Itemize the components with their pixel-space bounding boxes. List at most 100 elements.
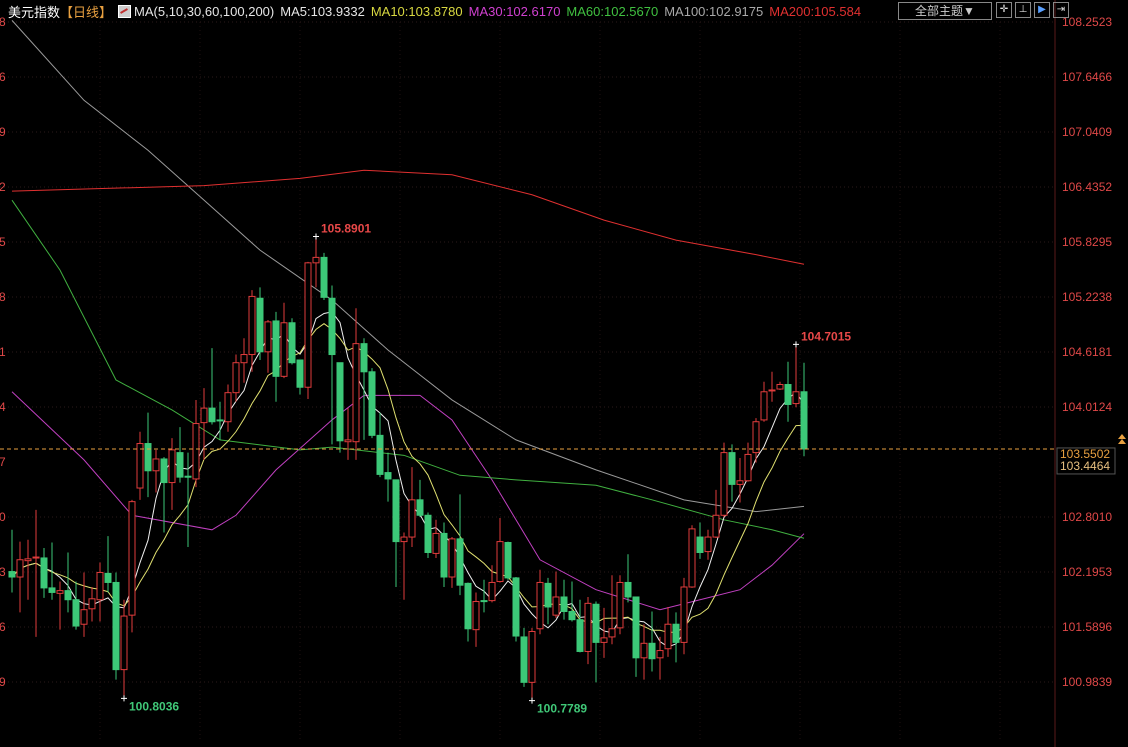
y-tick-label: 105.8295 bbox=[1062, 235, 1112, 249]
ma-line-ma60 bbox=[11, 199, 805, 539]
left-axis-fragment: 8 bbox=[0, 290, 6, 304]
candle bbox=[72, 581, 80, 630]
candle-body bbox=[208, 407, 216, 423]
candle bbox=[216, 401, 224, 440]
y-tick-label: 104.0124 bbox=[1062, 400, 1112, 414]
left-axis-fragment: 8 bbox=[0, 15, 6, 29]
crosshair-icon[interactable]: ✛ bbox=[996, 2, 1012, 18]
candle bbox=[432, 519, 440, 558]
candle-body bbox=[608, 628, 616, 638]
candle-body bbox=[768, 389, 776, 392]
candle bbox=[632, 596, 640, 677]
candle-body bbox=[328, 297, 336, 356]
candle-body bbox=[264, 321, 272, 353]
candle bbox=[64, 552, 72, 613]
candle-body bbox=[8, 571, 16, 578]
instrument-title: 美元指数 bbox=[8, 4, 61, 20]
candle bbox=[768, 371, 776, 402]
candle bbox=[472, 592, 480, 647]
candle bbox=[424, 512, 432, 558]
candle-body bbox=[688, 528, 696, 588]
y-tick-label: 100.9839 bbox=[1062, 675, 1112, 689]
candle-body bbox=[80, 609, 88, 625]
candle bbox=[248, 290, 256, 372]
candle-body bbox=[536, 581, 544, 630]
candle-body bbox=[680, 586, 688, 643]
candle-body bbox=[568, 611, 576, 621]
candle bbox=[760, 381, 768, 422]
candle bbox=[504, 541, 512, 580]
candle-body bbox=[400, 536, 408, 543]
ma30-value: MA30:102.6170 bbox=[468, 3, 561, 19]
ma-params[interactable]: MA(5,10,30,60,100,200) bbox=[134, 3, 275, 19]
candle bbox=[408, 467, 416, 548]
candle-body bbox=[48, 587, 56, 593]
y-tick-label: 107.6466 bbox=[1062, 70, 1112, 84]
candle bbox=[104, 536, 112, 593]
candle bbox=[16, 541, 24, 613]
candle bbox=[256, 287, 264, 360]
candle-body bbox=[560, 596, 568, 613]
theme-dropdown-button[interactable]: 全部主题▼ bbox=[898, 2, 992, 20]
candle-body bbox=[312, 256, 320, 264]
candle bbox=[512, 577, 520, 642]
candle-body bbox=[784, 384, 792, 405]
candle bbox=[288, 318, 296, 365]
candle-body bbox=[448, 538, 456, 578]
range-icon[interactable]: ⊥ bbox=[1015, 2, 1031, 18]
candle bbox=[712, 489, 720, 538]
chart-header: 美元指数 【日线】 MA(5,10,30,60,100,200) MA5:103… bbox=[0, 0, 1128, 22]
candle bbox=[536, 569, 544, 635]
candle-body bbox=[592, 603, 600, 643]
candle bbox=[144, 412, 152, 498]
candle-body bbox=[392, 479, 400, 543]
candle-body bbox=[576, 619, 584, 652]
candle-body bbox=[216, 419, 224, 422]
ma-line-ma5 bbox=[11, 311, 805, 648]
candle-body bbox=[656, 650, 664, 659]
candle bbox=[208, 348, 216, 425]
candle-body bbox=[376, 434, 384, 475]
candle bbox=[264, 320, 272, 373]
candle-body bbox=[160, 458, 168, 484]
exit-icon[interactable]: ⇥ bbox=[1053, 2, 1069, 18]
candle bbox=[776, 381, 784, 390]
candle-body bbox=[384, 472, 392, 480]
period-label[interactable]: 【日线】 bbox=[60, 4, 113, 20]
extreme-marker-icon bbox=[793, 341, 799, 348]
ma-line-ma100 bbox=[11, 20, 805, 513]
candle bbox=[352, 308, 360, 460]
candle bbox=[192, 399, 200, 488]
candle-body bbox=[584, 602, 592, 652]
play-icon[interactable]: ▶ bbox=[1034, 2, 1050, 18]
candle-body bbox=[24, 558, 32, 562]
candle bbox=[96, 562, 104, 622]
candle-body bbox=[728, 452, 736, 485]
ma100-value: MA100:102.9175 bbox=[664, 3, 764, 19]
candle-body bbox=[528, 630, 536, 683]
left-axis-fragment: 4 bbox=[0, 400, 6, 414]
candle-body bbox=[288, 322, 296, 364]
candle bbox=[400, 532, 408, 600]
candle bbox=[304, 261, 312, 400]
extreme-label: 100.8036 bbox=[129, 699, 179, 713]
candle bbox=[648, 611, 656, 672]
candle bbox=[720, 442, 728, 518]
candle-body bbox=[408, 499, 416, 538]
indicator-icon[interactable] bbox=[118, 4, 132, 18]
extreme-marker-icon bbox=[529, 697, 535, 704]
candle bbox=[800, 362, 808, 457]
candle-body bbox=[744, 453, 752, 482]
candle bbox=[608, 575, 616, 645]
candle bbox=[744, 442, 752, 482]
candle-body bbox=[712, 514, 720, 538]
candle-body bbox=[432, 532, 440, 554]
left-axis-fragment: 9 bbox=[0, 125, 6, 139]
candle-body bbox=[240, 354, 248, 364]
candle bbox=[8, 529, 16, 593]
candle bbox=[600, 607, 608, 658]
candle-body bbox=[232, 362, 240, 394]
candle bbox=[584, 596, 592, 665]
candle bbox=[272, 311, 280, 402]
